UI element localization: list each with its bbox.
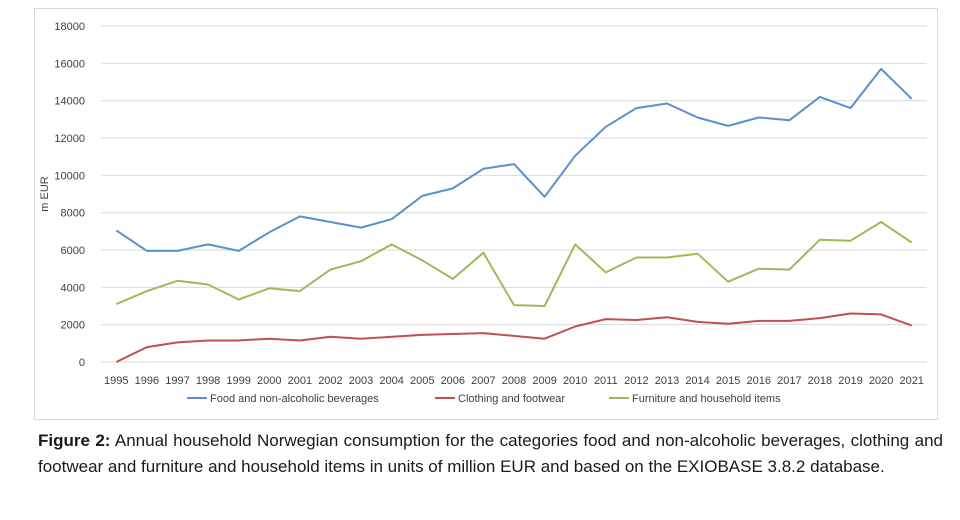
- x-tick-label: 1996: [135, 375, 159, 387]
- x-tick-label: 2001: [288, 375, 312, 387]
- gridlines: [101, 25, 927, 363]
- series-line-0: [115, 67, 913, 252]
- legend-label: Furniture and household items: [632, 393, 781, 405]
- x-tick-label: 2021: [899, 375, 923, 387]
- x-tick-label: 2015: [716, 375, 740, 387]
- x-tick-label: 2006: [441, 375, 465, 387]
- y-tick-label: 12000: [54, 133, 85, 145]
- x-tick-label: 1995: [104, 375, 128, 387]
- y-tick-label: 10000: [54, 170, 85, 182]
- y-tick-label: 6000: [61, 245, 85, 257]
- y-tick-label: 4000: [61, 282, 85, 294]
- x-tick-label: 2009: [532, 375, 556, 387]
- legend-label: Clothing and footwear: [458, 393, 565, 405]
- x-tick-label: 2019: [838, 375, 862, 387]
- x-tick-label: 2017: [777, 375, 801, 387]
- x-tick-label: 2016: [746, 375, 770, 387]
- series-line-2: [115, 221, 913, 307]
- caption-text: Annual household Norwegian consumption f…: [38, 431, 943, 476]
- x-tick-label: 2008: [502, 375, 526, 387]
- x-tick-label: 2003: [349, 375, 373, 387]
- x-tick-label: 2013: [655, 375, 679, 387]
- x-tick-labels: 1995 1996 1997 1998 1999 2000 2001 2002 2003 2004…: [104, 375, 924, 387]
- series-line-1: [115, 312, 913, 363]
- x-tick-label: 2000: [257, 375, 281, 387]
- line-chart: 0 2000 4000 6000 8000 10000 12000 14000 16000 180…: [39, 21, 927, 405]
- x-tick-label: 2010: [563, 375, 587, 387]
- legend: Food and non-alcoholic beverages Clothing…: [187, 393, 781, 405]
- x-tick-label: 1997: [165, 375, 189, 387]
- y-tick-label: 18000: [54, 21, 85, 33]
- x-tick-label: 2014: [685, 375, 709, 387]
- chart-frame: 0 2000 4000 6000 8000 10000 12000 14000 16000 180…: [34, 8, 938, 420]
- x-tick-label: 2020: [869, 375, 893, 387]
- series-lines: [115, 67, 913, 363]
- y-axis-title: m EUR: [39, 176, 51, 212]
- x-tick-label: 1999: [226, 375, 250, 387]
- x-tick-label: 1998: [196, 375, 220, 387]
- y-tick-label: 2000: [61, 320, 85, 332]
- y-tick-labels: 0 2000 4000 6000 8000 10000 12000 14000 16000 180…: [54, 21, 85, 369]
- x-tick-label: 2011: [594, 375, 618, 387]
- y-tick-label: 8000: [61, 208, 85, 220]
- x-tick-label: 2012: [624, 375, 648, 387]
- x-tick-label: 2005: [410, 375, 434, 387]
- x-tick-label: 2002: [318, 375, 342, 387]
- y-tick-label: 0: [79, 357, 85, 369]
- figure-caption: Figure 2: Annual household Norwegian con…: [38, 428, 943, 480]
- y-tick-label: 14000: [54, 96, 85, 108]
- legend-label: Food and non-alcoholic beverages: [210, 393, 379, 405]
- y-tick-label: 16000: [54, 58, 85, 70]
- x-tick-label: 2007: [471, 375, 495, 387]
- x-tick-label: 2018: [808, 375, 832, 387]
- caption-label: Figure 2:: [38, 431, 111, 450]
- x-tick-label: 2004: [379, 375, 403, 387]
